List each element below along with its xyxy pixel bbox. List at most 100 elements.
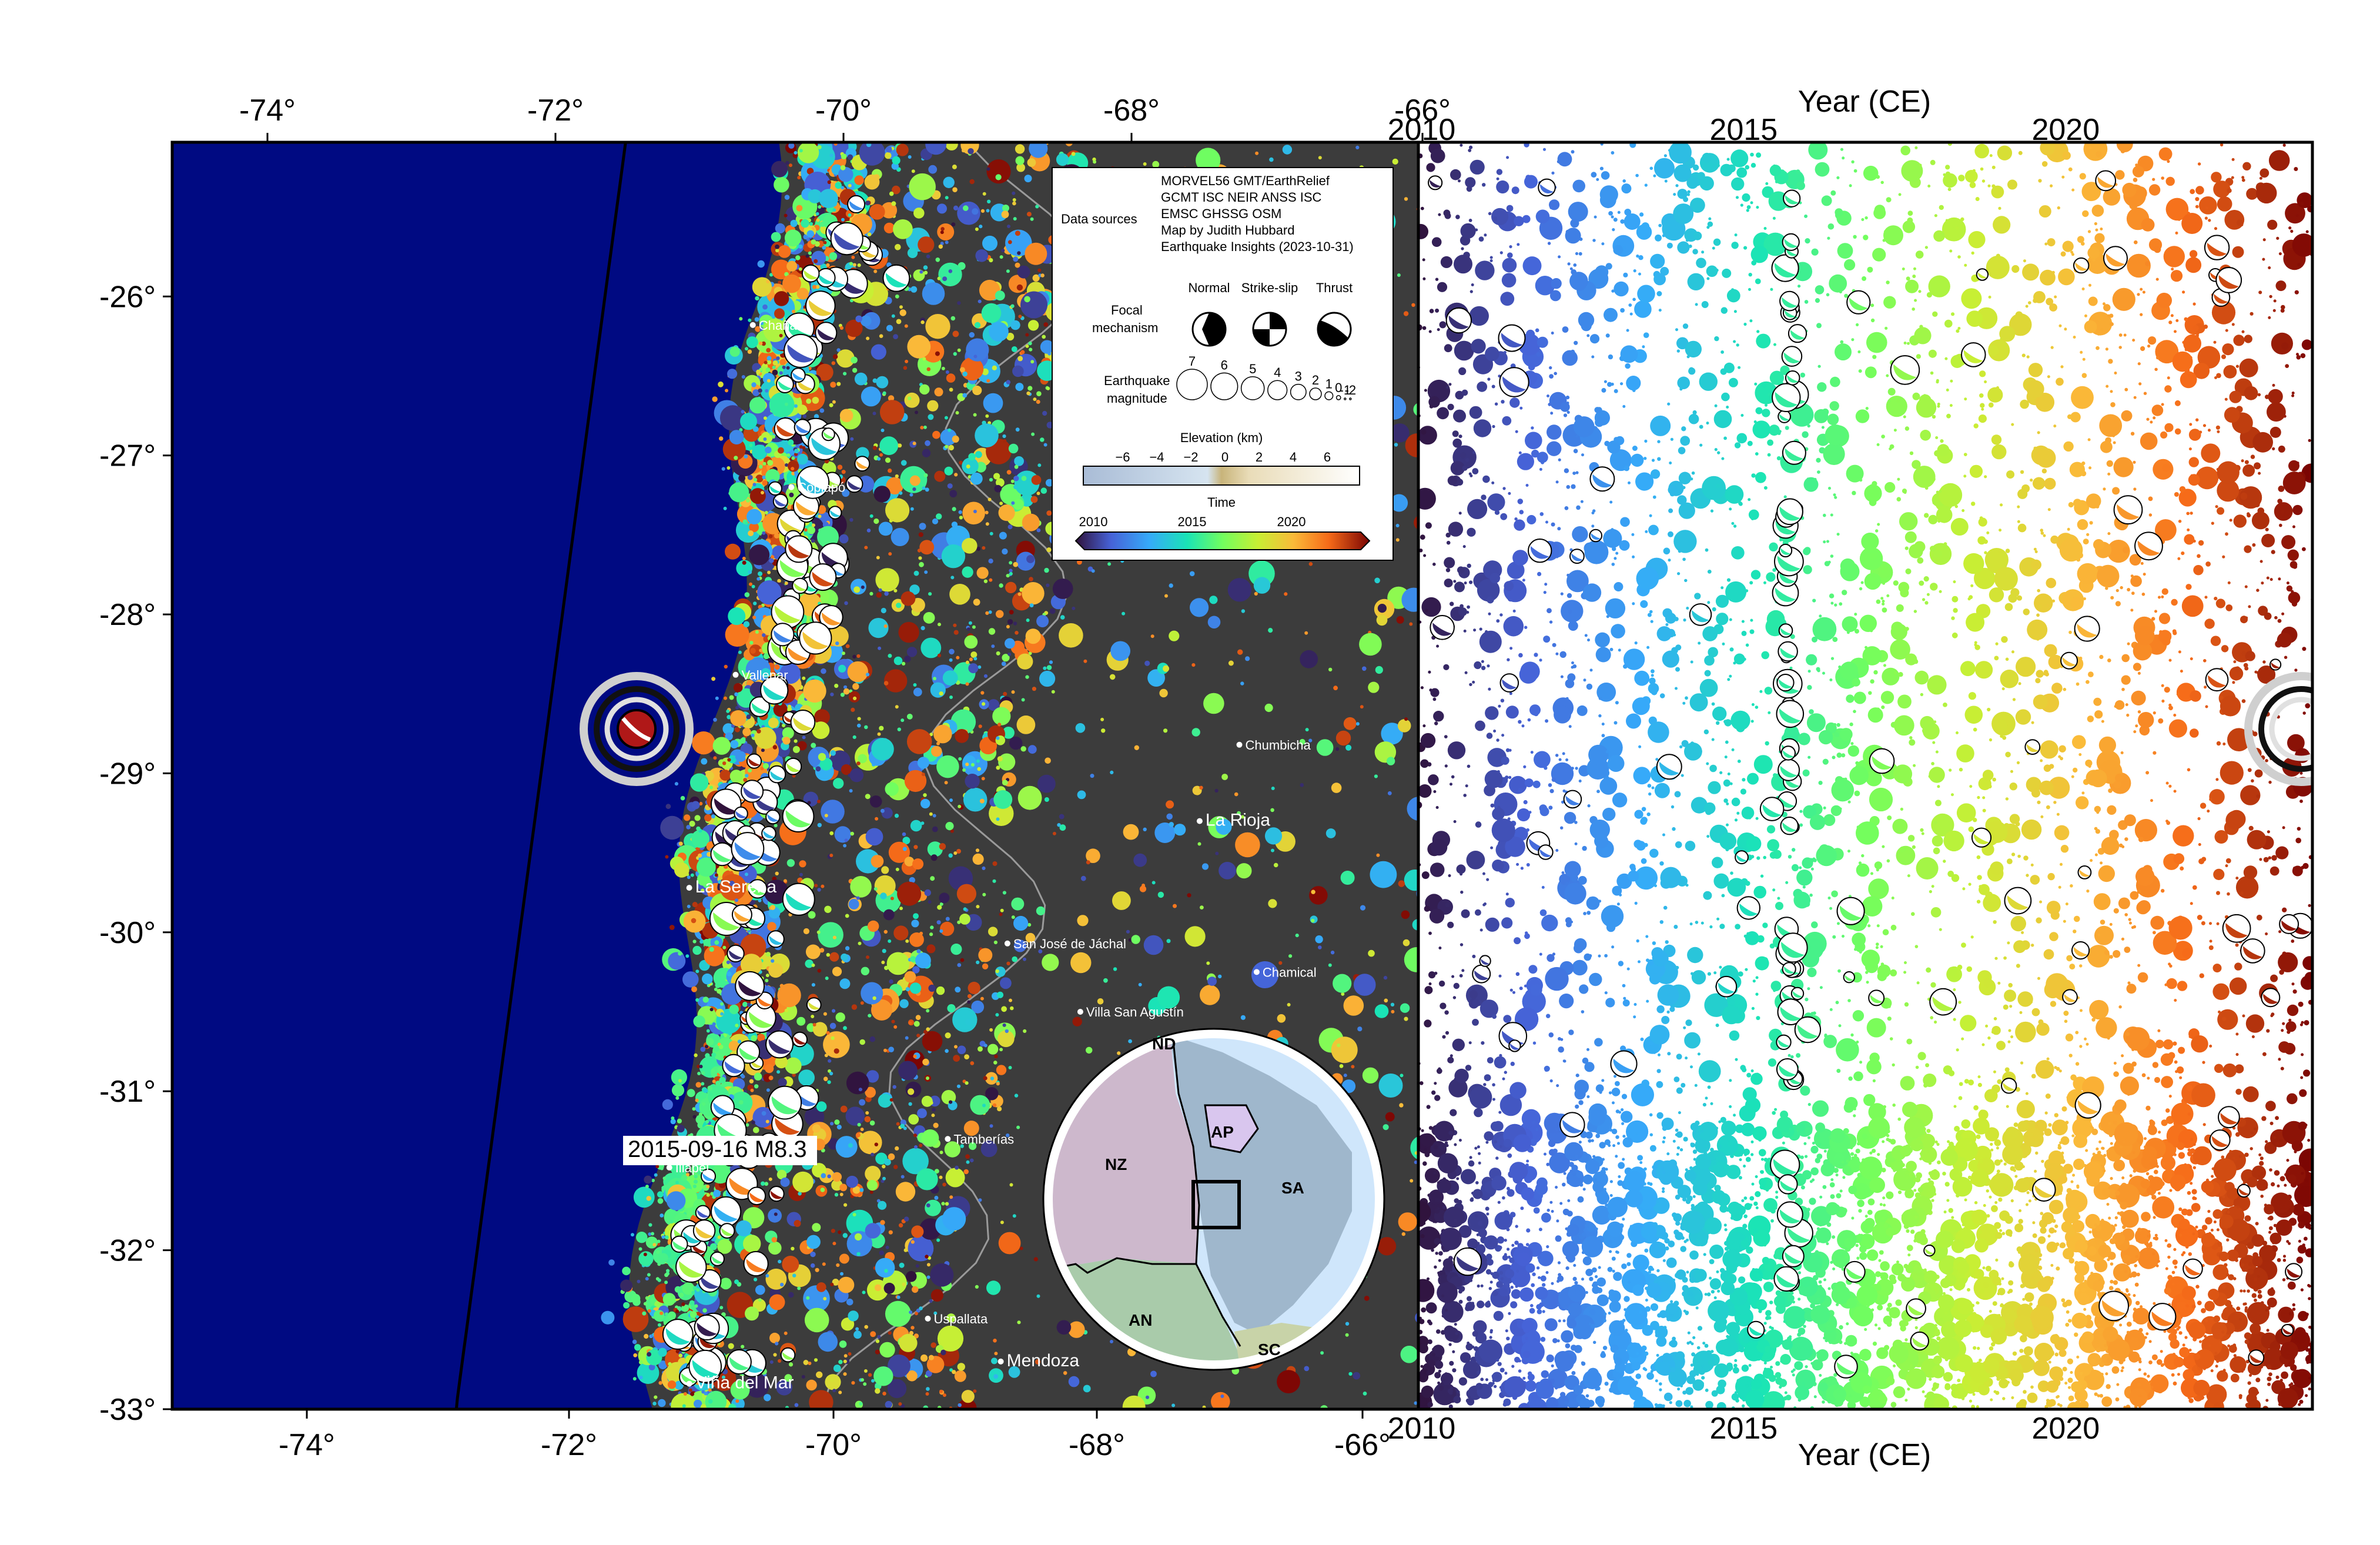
map-quake-dot	[963, 787, 988, 812]
map-quake-dot	[965, 774, 980, 789]
map-quake-dot	[919, 540, 935, 555]
map-quake-dot	[886, 477, 903, 494]
map-quake-dot	[727, 758, 731, 762]
map-quake-dot	[928, 900, 932, 904]
map-quake-dot	[1196, 148, 1221, 173]
map-quake-dot	[1042, 335, 1046, 339]
map-quake-dot	[692, 939, 697, 944]
map-quake-dot	[691, 918, 697, 924]
map-quake-dot	[734, 692, 738, 697]
map-quake-dot	[698, 1112, 702, 1116]
map-quake-dot	[891, 1019, 895, 1024]
map-quake-dot	[945, 1032, 951, 1039]
map-quake-dot	[812, 285, 816, 289]
map-quake-dot	[970, 651, 978, 658]
map-quake-dot	[869, 1190, 873, 1194]
map-quake-dot	[888, 654, 892, 658]
map-quake-dot	[1414, 1401, 1418, 1405]
map-quake-dot	[913, 913, 919, 919]
map-quake-dot	[817, 800, 821, 804]
map-quake-dot	[879, 1342, 895, 1358]
map-quake-dot	[1002, 891, 1006, 895]
map-quake-dot	[956, 884, 976, 904]
map-quake-dot	[727, 971, 732, 977]
map-quake-dot	[794, 452, 798, 456]
map-quake-dot	[801, 880, 805, 884]
map-quake-dot	[925, 440, 930, 446]
map-quake-dot	[888, 939, 892, 943]
map-quake-dot	[658, 1347, 667, 1357]
map-quake-dot	[1383, 1124, 1389, 1131]
map-quake-dot	[681, 1304, 689, 1312]
map-quake-dot	[705, 1053, 710, 1058]
trench-line	[454, 142, 627, 1409]
map-quake-dot	[686, 825, 691, 830]
map-quake-dot	[975, 1285, 979, 1289]
map-quake-dot	[805, 944, 821, 959]
map-quake-dot	[873, 486, 891, 503]
map-quake-dot	[749, 488, 766, 504]
map-quake-dot	[978, 948, 993, 962]
map-quake-dot	[870, 1331, 876, 1337]
map-quake-dot	[827, 1080, 831, 1084]
map-quake-dot	[1353, 1372, 1361, 1380]
map-quake-dot	[735, 1220, 752, 1236]
map-quake-dot	[620, 1279, 633, 1292]
map-quake-dot	[843, 1026, 847, 1031]
map-quake-dot	[982, 235, 997, 251]
map-quake-dot	[1123, 824, 1139, 840]
map-quake-dot	[826, 953, 831, 957]
map-quake-dot	[983, 1076, 988, 1081]
map-quake-dot	[923, 270, 928, 275]
map-quake-dot	[1331, 1036, 1358, 1064]
map-quake-dot	[991, 644, 995, 648]
map-quake-dot	[1009, 561, 1013, 565]
map-quake-dot	[922, 1031, 943, 1052]
map-quake-dot	[893, 1165, 898, 1169]
map-quake-dot	[764, 360, 768, 364]
map-quake-dot	[833, 1365, 841, 1372]
map-quake-dot	[1077, 915, 1089, 927]
map-quake-dot	[866, 1180, 878, 1191]
map-quake-dot	[721, 935, 725, 939]
map-quake-dot	[848, 899, 859, 909]
map-quake-dot	[864, 1116, 871, 1123]
map-quake-dot	[787, 505, 792, 510]
map-quake-dot	[1039, 670, 1056, 687]
map-quake-dot	[1021, 698, 1025, 702]
map-quake-dot	[765, 1119, 769, 1123]
map-quake-dot	[718, 381, 724, 387]
map-quake-dot	[764, 1182, 769, 1186]
map-quake-dot	[1308, 562, 1313, 566]
map-quake-dot	[1316, 739, 1334, 756]
map-quake-dot	[784, 1008, 788, 1012]
map-quake-dot	[714, 1046, 719, 1052]
map-quake-dot	[831, 361, 836, 365]
map-quake-dot	[762, 763, 769, 770]
map-quake-dot	[880, 808, 885, 813]
map-quake-dot	[884, 591, 889, 596]
map-quake-dot	[895, 705, 899, 709]
map-quake-dot	[832, 1009, 836, 1013]
map-quake-dot	[1113, 967, 1117, 971]
map-quake-dot	[713, 718, 717, 722]
map-quake-dot	[993, 940, 997, 945]
map-quake-dot	[858, 941, 862, 945]
map-quake-dot	[989, 1124, 993, 1128]
map-quake-dot	[1377, 604, 1387, 613]
map-quake-dot	[705, 1390, 727, 1409]
map-quake-dot	[1036, 906, 1045, 915]
map-quake-dot	[875, 1258, 895, 1278]
map-quake-dot	[863, 1369, 868, 1373]
map-quake-dot	[754, 1084, 759, 1089]
map-quake-dot	[994, 1054, 998, 1059]
map-quake-dot	[1402, 939, 1410, 947]
map-quake-dot	[645, 1185, 649, 1189]
map-quake-dot	[751, 584, 755, 588]
country-border	[822, 142, 1087, 1407]
map-quake-dot	[939, 1175, 943, 1179]
map-quake-dot	[821, 884, 825, 888]
map-quake-dot	[720, 1002, 724, 1006]
map-quake-dot	[761, 748, 765, 753]
map-quake-dot	[1002, 548, 1008, 555]
